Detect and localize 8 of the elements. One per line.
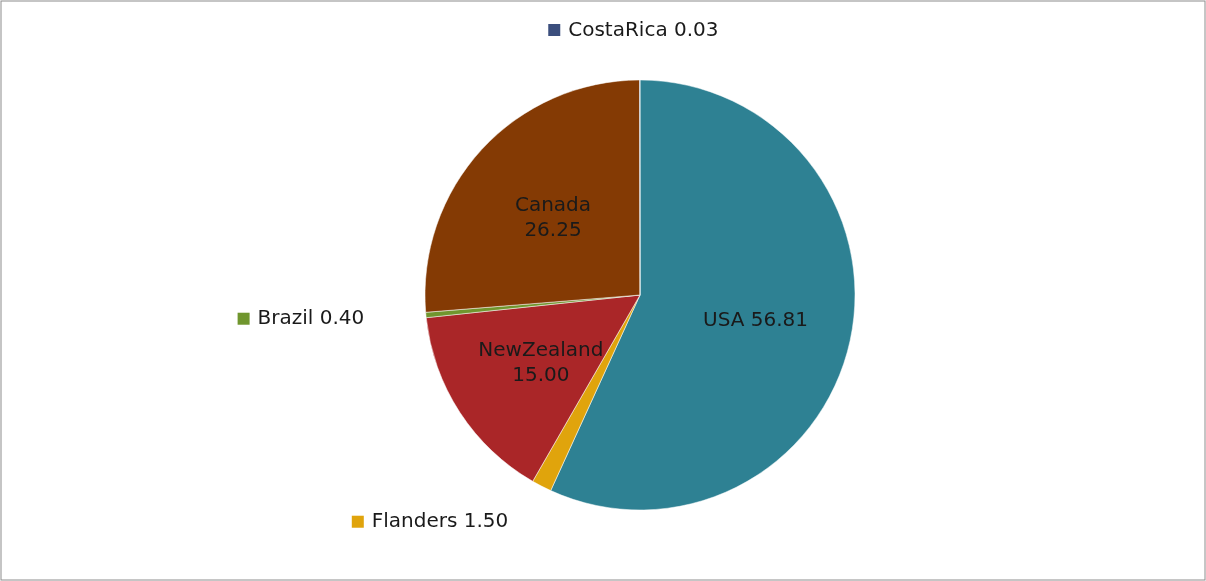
data-label: 26.25 <box>524 216 582 241</box>
slice-label: Canada <box>514 191 592 216</box>
legend-label: Brazil 0.40 <box>257 305 365 330</box>
slice-label: USA 56.81 <box>703 306 809 331</box>
legend-label: CostaRica 0.03 <box>568 16 719 41</box>
data-label: 15.00 <box>512 361 570 386</box>
slice-label: NewZealand <box>478 336 604 361</box>
legend-label: Flanders 1.50 <box>371 508 509 533</box>
